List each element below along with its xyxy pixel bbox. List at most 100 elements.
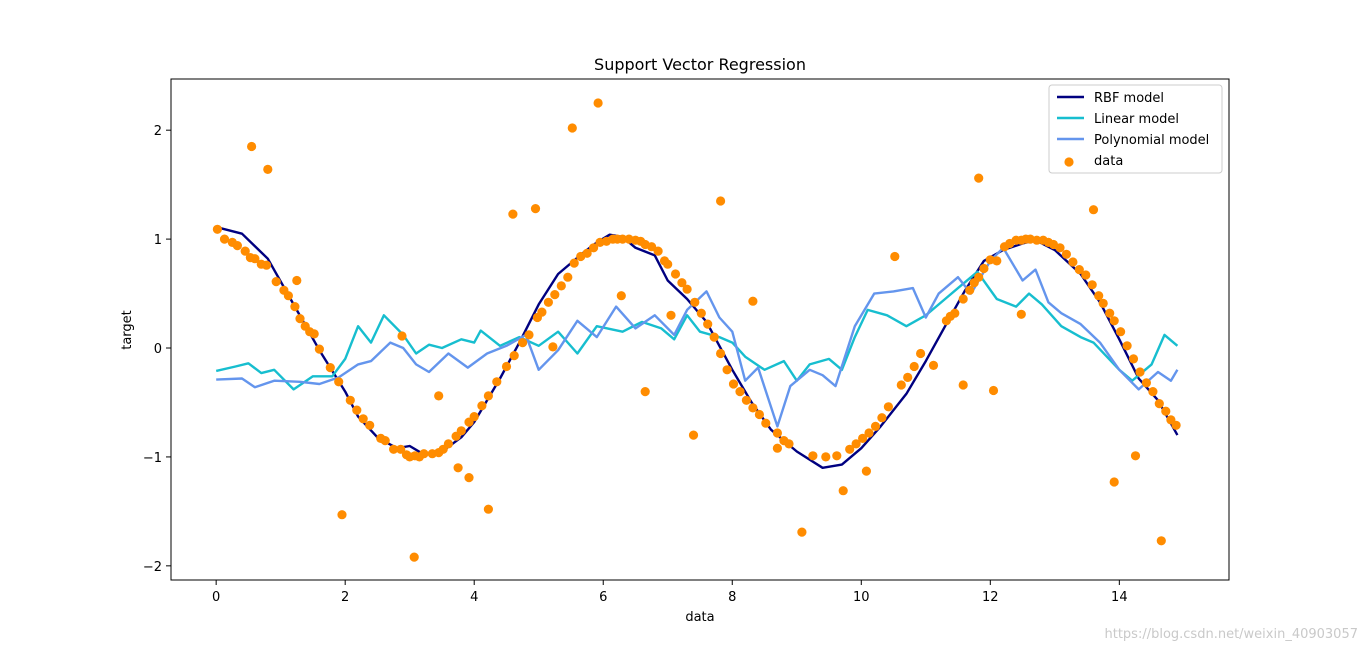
data-point: [808, 451, 818, 461]
data-point: [352, 405, 362, 415]
data-point: [797, 527, 807, 537]
data-point: [434, 391, 444, 401]
data-point: [1081, 270, 1091, 280]
data-point: [1135, 367, 1145, 377]
y-tick-label: 0: [154, 342, 162, 357]
legend-swatch-data: [1064, 157, 1074, 167]
data-point: [1154, 399, 1164, 409]
data-point: [396, 444, 406, 454]
data-point: [334, 377, 344, 387]
data-point: [1087, 280, 1097, 290]
data-point: [456, 426, 466, 436]
data-point: [550, 290, 560, 300]
data-point: [309, 329, 319, 339]
legend-frame: [1048, 84, 1223, 174]
legend-label-linear-model: Linear model: [1094, 112, 1179, 127]
legend-label-polynomial-model: Polynomial model: [1094, 133, 1209, 148]
data-point: [903, 372, 913, 382]
data-point: [261, 260, 272, 270]
data-point: [703, 319, 713, 329]
data-point: [271, 277, 281, 287]
data-point: [1161, 406, 1171, 416]
data-point: [1148, 387, 1158, 397]
data-point: [530, 204, 541, 214]
data-point: [992, 256, 1002, 266]
data-point: [1171, 420, 1181, 430]
data-point: [682, 284, 692, 294]
data-point: [556, 281, 566, 291]
data-point: [845, 444, 855, 454]
data-point: [477, 401, 487, 411]
data-point: [518, 338, 528, 348]
data-point: [1109, 477, 1119, 487]
rbf-model-line: [215, 225, 1179, 469]
data-point: [928, 360, 939, 370]
data-point: [663, 259, 673, 269]
data-point: [677, 278, 687, 288]
data-point: [409, 552, 419, 562]
data-point: [1094, 291, 1104, 301]
data-point: [670, 269, 681, 279]
data-point: [469, 412, 479, 422]
data-point: [292, 275, 302, 286]
data-point: [741, 395, 752, 405]
data-point: [974, 173, 984, 183]
data-point: [950, 308, 960, 318]
data-point: [548, 342, 558, 352]
data-point: [501, 361, 512, 372]
data-point: [784, 439, 794, 449]
data-point: [582, 248, 592, 258]
y-axis-label: target: [120, 310, 135, 350]
data-point: [832, 451, 842, 461]
data-point: [640, 387, 650, 397]
data-point: [877, 413, 887, 423]
legend-label-rbf-model: RBF model: [1094, 91, 1164, 106]
data-point: [483, 504, 493, 514]
data-point: [389, 444, 399, 454]
data-point: [974, 272, 984, 282]
data-point: [896, 380, 906, 390]
data-point: [690, 297, 700, 307]
data-point: [728, 379, 739, 389]
x-tick-label: 8: [728, 590, 736, 605]
legend: RBF model Linear model Polynomial model dat…: [1048, 84, 1223, 174]
data-point: [821, 452, 831, 462]
data-point: [250, 254, 260, 264]
data-point: [696, 308, 706, 318]
y-tick-label: −1: [143, 451, 162, 466]
data-point: [589, 243, 599, 253]
data-point: [754, 409, 765, 420]
data-point: [653, 246, 663, 256]
x-tick-label: 12: [982, 590, 999, 605]
data-point: [524, 330, 534, 340]
data-point: [1116, 327, 1126, 337]
data-point: [1074, 265, 1084, 275]
data-point: [688, 430, 699, 440]
data-point: [443, 439, 453, 449]
x-tick-label: 6: [599, 590, 607, 605]
data-point: [593, 98, 603, 108]
data-point: [1122, 341, 1132, 351]
data-point: [365, 420, 375, 430]
data-point: [1055, 243, 1065, 253]
data-point: [883, 402, 894, 412]
data-point: [858, 433, 868, 443]
data-point: [1088, 205, 1099, 215]
data-point: [419, 449, 429, 459]
chart-title: Support Vector Regression: [594, 55, 806, 74]
data-point: [314, 344, 324, 354]
data-point: [772, 443, 783, 453]
x-axis-label: data: [685, 610, 714, 625]
polynomial-model-line: [216, 246, 1179, 428]
data-point: [861, 466, 872, 476]
data-point: [666, 310, 676, 320]
data-point: [1068, 257, 1078, 267]
data-point: [569, 258, 579, 268]
data-point: [1016, 309, 1026, 319]
data-point: [1128, 354, 1139, 364]
x-tick-label: 10: [853, 590, 870, 605]
data-point: [647, 242, 657, 252]
legend-items: RBF model Linear model Polynomial model dat…: [1057, 91, 1209, 169]
data-point: [618, 234, 628, 244]
